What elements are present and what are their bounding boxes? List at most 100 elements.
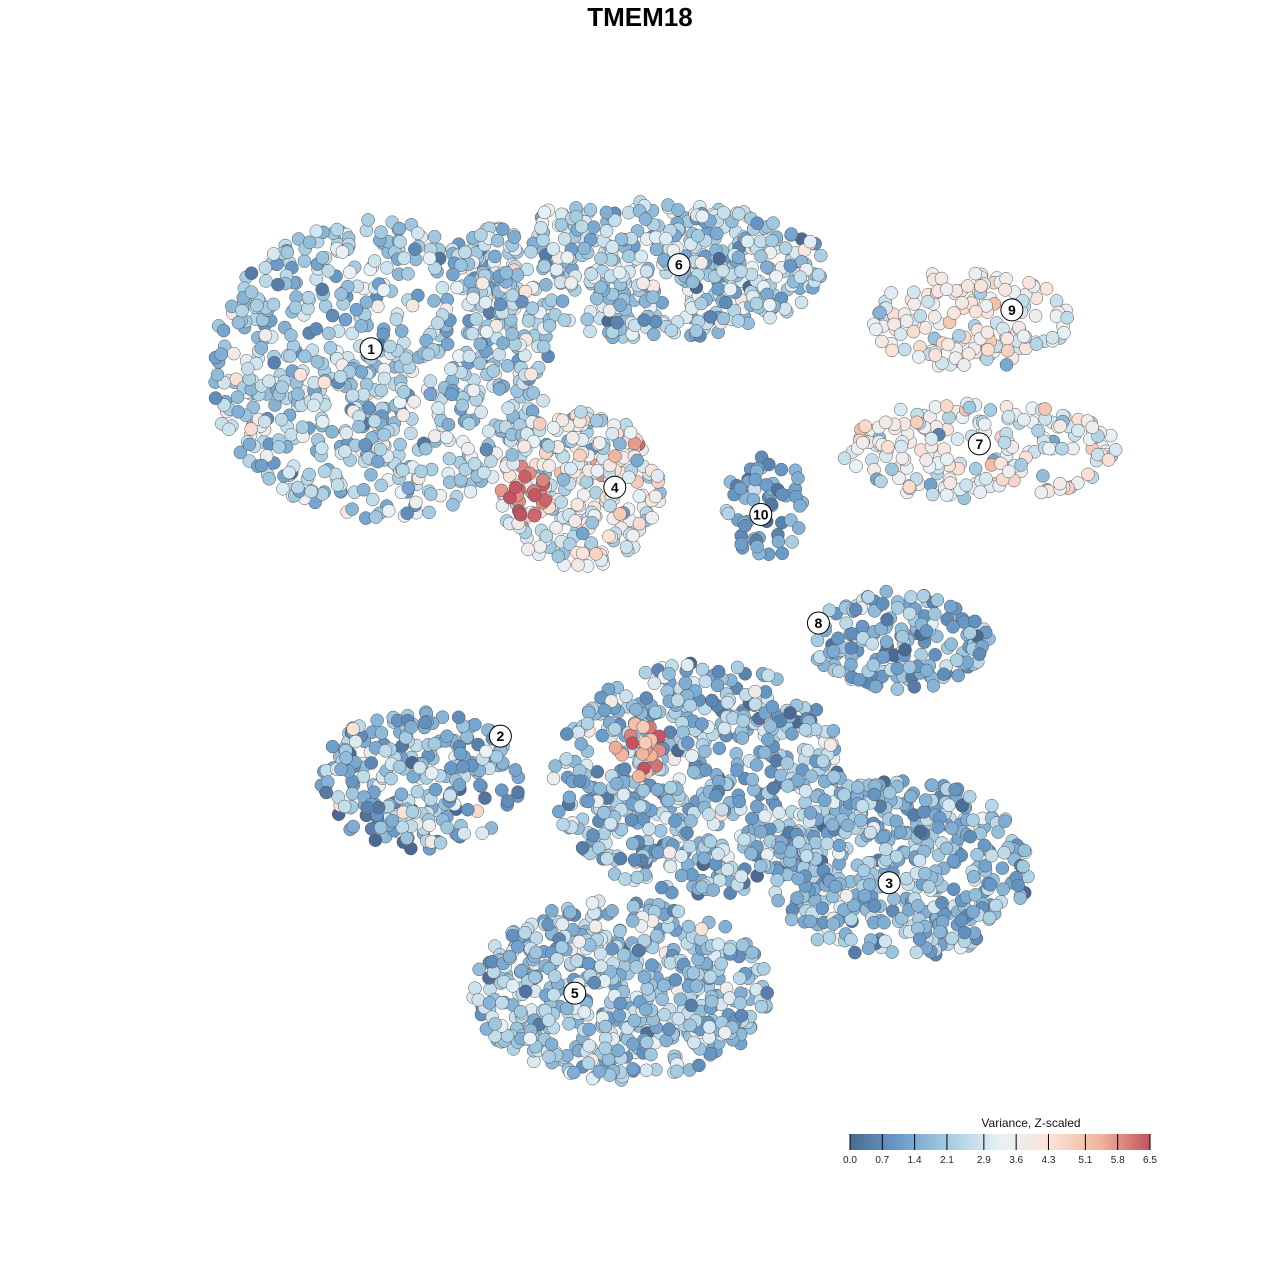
data-point [562,790,577,805]
data-point [648,705,663,720]
data-point [653,824,668,838]
data-point [998,814,1012,828]
data-point [230,390,245,404]
data-point [479,744,493,759]
data-point [451,710,466,725]
data-point [404,426,418,441]
data-point [985,798,999,813]
data-point [979,471,993,486]
data-point [441,417,456,432]
data-point [556,472,571,487]
data-point [404,720,418,734]
data-point [844,932,858,947]
data-point [412,760,427,775]
data-point [302,235,317,249]
data-point [208,391,223,405]
cluster-label-3: 3 [877,871,901,895]
data-point [295,420,310,434]
cluster-label-9: 9 [1000,298,1024,322]
data-point [977,417,992,432]
data-point [603,816,618,831]
data-point [773,840,787,855]
data-point [907,297,921,311]
data-point [364,468,378,482]
data-point [887,317,901,332]
data-point [555,917,570,931]
data-point [895,629,910,644]
data-point [750,539,764,554]
data-point [902,480,917,494]
data-point [284,427,299,442]
data-point [315,282,329,297]
data-point [394,324,409,338]
data-point [678,676,693,690]
data-point [712,251,726,266]
data-point [493,297,508,312]
data-point [720,695,735,710]
data-point [570,954,584,968]
data-point [863,825,878,840]
data-point [496,336,510,350]
data-point [983,877,998,892]
data-point [698,744,712,759]
data-point [501,401,515,415]
data-point [671,1011,686,1026]
data-point [636,783,651,798]
data-point [966,869,981,884]
data-point [963,829,977,844]
data-point [373,442,388,457]
data-point [890,661,905,676]
data-point [564,461,578,476]
data-point [374,478,388,493]
data-point [680,826,694,840]
data-point [1085,420,1100,435]
data-point [980,325,995,340]
data-point [258,261,273,275]
data-point [928,607,942,621]
data-point [735,938,750,952]
data-point [832,664,846,679]
data-point [500,1029,515,1043]
data-point [850,780,865,795]
data-point [894,439,909,454]
data-point [778,241,793,255]
data-point [338,312,353,327]
data-point [613,924,627,938]
data-point [627,1013,642,1028]
data-point [427,294,441,308]
data-point [663,859,678,874]
data-point [214,347,228,361]
data-point [529,931,544,945]
data-point [852,673,866,687]
data-point [576,546,590,561]
data-point [1053,419,1067,433]
data-point [521,314,536,328]
data-point [468,981,482,995]
data-point [962,789,977,804]
data-point [861,941,876,956]
cluster-label-8: 8 [806,611,830,635]
data-point [684,814,698,828]
legend-tick-label: 2.1 [940,1155,954,1166]
data-point [939,282,954,297]
data-point [317,464,332,479]
data-point [654,880,669,895]
data-point [674,868,689,883]
data-point [359,295,374,309]
data-point [816,754,830,768]
data-point [574,737,588,751]
data-point [704,994,719,1009]
data-point [323,341,338,355]
data-point [761,732,775,747]
data-point [484,454,498,468]
data-point [902,660,917,675]
data-point [765,700,780,714]
data-point [283,349,297,363]
data-point [608,740,623,755]
data-point [911,899,925,913]
data-point [604,694,619,708]
data-point [600,851,614,866]
data-point [562,1017,576,1031]
data-point [963,626,977,640]
data-point [346,722,360,736]
